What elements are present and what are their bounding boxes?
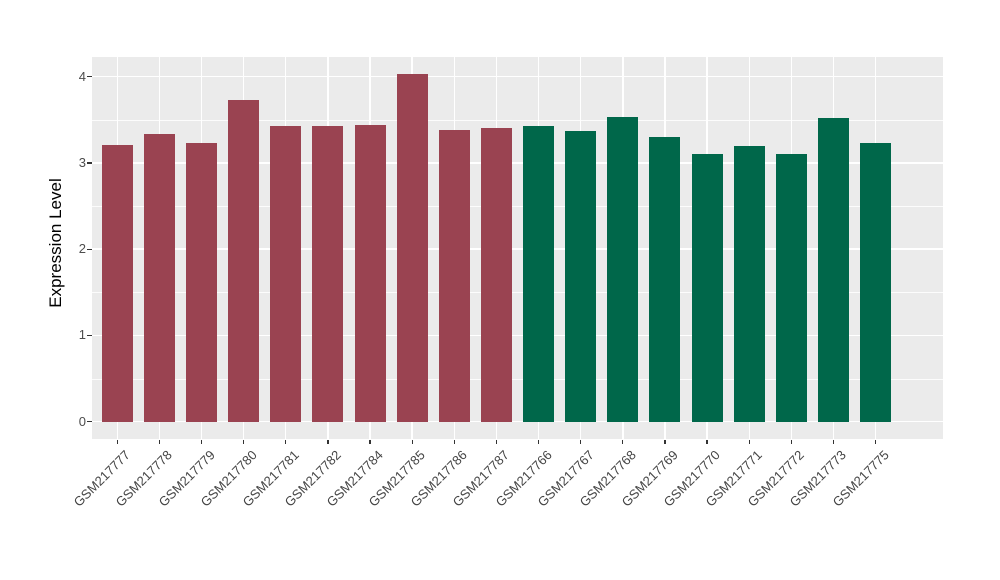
x-tick-mark: [495, 439, 498, 444]
bar-GSM217771: [733, 145, 765, 422]
minor-gridline: [92, 378, 943, 380]
y-tick-mark: [87, 76, 92, 78]
x-tick-mark: [116, 439, 118, 444]
y-tick-label: 4: [78, 68, 86, 84]
minor-gridline: [92, 119, 943, 121]
y-tick-label: 3: [78, 154, 86, 170]
x-tick-mark: [411, 439, 413, 444]
x-tick-mark: [285, 439, 287, 444]
bar-GSM217777: [101, 144, 133, 422]
y-tick-mark: [87, 248, 92, 250]
bar-GSM217787: [480, 128, 512, 422]
bar-GSM217782: [312, 125, 344, 422]
bar-GSM217768: [607, 117, 639, 422]
plot-panel: [92, 57, 943, 439]
x-tick-mark: [832, 439, 835, 444]
bar-GSM217780: [228, 99, 260, 422]
x-tick-mark: [243, 439, 245, 444]
minor-gridline: [92, 206, 943, 208]
bar-GSM217775: [860, 143, 892, 422]
x-tick-mark: [622, 439, 624, 444]
bar-GSM217781: [270, 125, 302, 422]
bar-GSM217786: [438, 130, 470, 422]
bar-GSM217778: [143, 133, 175, 422]
bar-GSM217770: [691, 154, 723, 422]
x-tick-mark: [580, 439, 582, 444]
y-tick-label: 1: [78, 327, 86, 343]
x-tick-mark: [327, 439, 329, 444]
x-tick-mark: [748, 439, 750, 444]
major-gridline: [92, 75, 943, 78]
bar-GSM217769: [649, 137, 681, 422]
x-tick-mark: [369, 439, 371, 444]
bar-GSM217767: [565, 131, 597, 422]
bar-GSM217785: [396, 74, 428, 422]
bar-GSM217784: [354, 125, 386, 422]
bar-GSM217779: [186, 143, 218, 422]
x-tick-mark: [664, 439, 666, 444]
x-tick-mark: [790, 439, 792, 444]
major-gridline: [92, 420, 943, 423]
x-tick-mark: [200, 439, 203, 444]
major-gridline: [92, 334, 943, 337]
x-tick-mark: [453, 439, 455, 444]
y-tick-label: 2: [78, 241, 86, 257]
x-tick-mark: [537, 439, 540, 444]
bar-GSM217773: [817, 118, 849, 422]
major-gridline: [92, 162, 943, 164]
major-gridline: [92, 248, 943, 250]
y-tick-mark: [87, 334, 92, 337]
x-tick-mark: [706, 439, 708, 444]
y-tick-mark: [87, 162, 92, 164]
y-tick-mark: [87, 421, 92, 423]
bar-GSM217766: [523, 125, 555, 422]
y-tick-label: 0: [78, 413, 86, 429]
x-tick-mark: [874, 439, 877, 444]
minor-gridline: [92, 292, 943, 294]
bar-GSM217772: [775, 154, 807, 422]
x-tick-mark: [158, 439, 160, 444]
